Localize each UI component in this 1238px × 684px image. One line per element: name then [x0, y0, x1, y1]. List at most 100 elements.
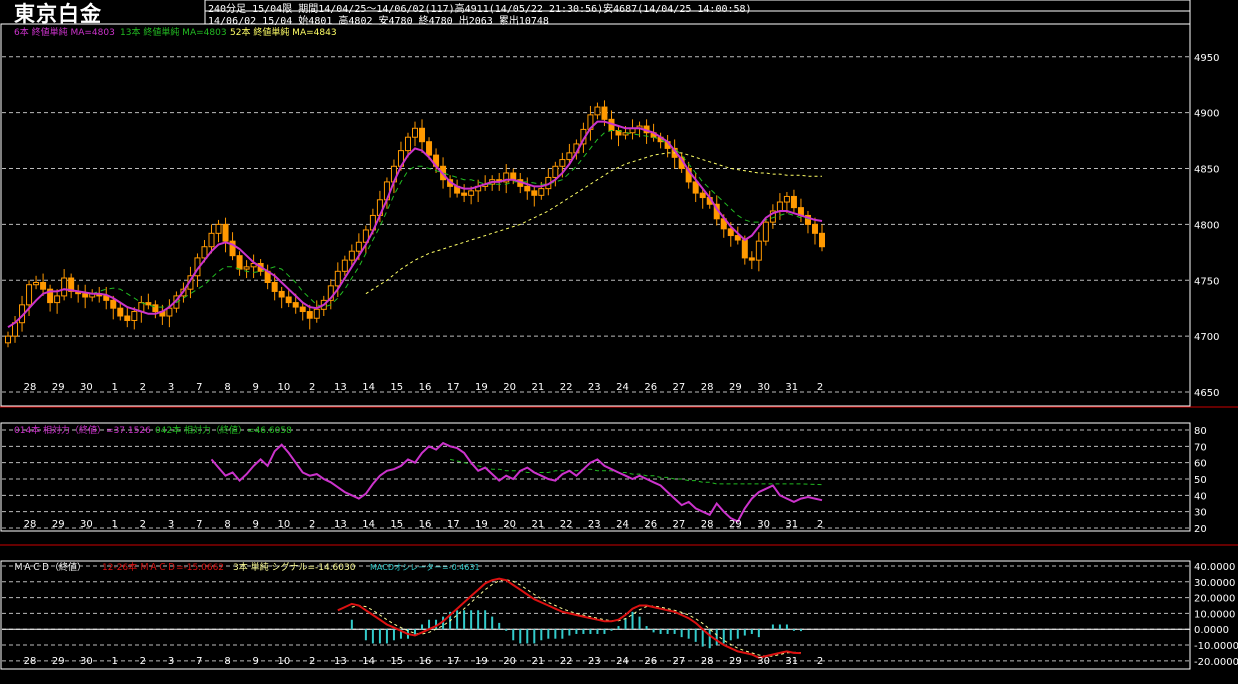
rsi-y-axis: 80 70 60 50 40 30 20 — [1194, 426, 1207, 535]
macd-date-label: 28 — [24, 656, 37, 667]
candle — [601, 106, 608, 120]
candle — [5, 335, 11, 344]
macd-date-label: 24 — [616, 656, 629, 667]
macd-date-label: 27 — [673, 656, 686, 667]
candle — [692, 181, 699, 194]
candle — [285, 296, 292, 304]
macd-date-label: 16 — [419, 656, 432, 667]
price-tick-label: 4950 — [1194, 53, 1219, 64]
price-date-label: 2 — [309, 382, 315, 393]
candle — [47, 288, 54, 304]
rsi-date-label: 15 — [390, 519, 403, 530]
price-date-label: 31 — [785, 382, 798, 393]
price-date-label: 23 — [588, 382, 601, 393]
candle — [819, 232, 825, 248]
candle — [727, 228, 734, 237]
macd-date-label: 9 — [253, 656, 259, 667]
rsi-date-label: 21 — [531, 519, 544, 530]
rsi-tick-label: 80 — [1194, 426, 1207, 437]
price-date-label: 2 — [140, 382, 146, 393]
candle — [734, 235, 741, 241]
rsi-date-label: 9 — [253, 519, 259, 530]
price-date-label: 21 — [531, 382, 544, 393]
price-tick-label: 4850 — [1194, 165, 1219, 176]
candle — [61, 277, 68, 297]
price-date-label: 17 — [447, 382, 460, 393]
candle — [419, 127, 426, 143]
candle — [426, 141, 433, 156]
rsi-date-label: 19 — [475, 519, 488, 530]
candle — [461, 192, 468, 196]
candle — [124, 315, 131, 321]
chart-header: 東京白金 240分足 15/04限 期間14/04/25～14/06/02(11… — [0, 0, 1238, 27]
rsi-tick-label: 20 — [1194, 524, 1207, 535]
candle — [622, 132, 629, 136]
price-date-label: 15 — [390, 382, 403, 393]
candle — [299, 306, 306, 313]
candle — [82, 293, 89, 298]
candle — [26, 284, 33, 306]
macd-date-label: 2 — [309, 656, 315, 667]
price-tick-label: 4900 — [1194, 109, 1219, 120]
rsi-date-label: 17 — [447, 519, 460, 530]
price-date-label: 27 — [673, 382, 686, 393]
candle — [811, 223, 818, 234]
macd-tick-label: -20.0000 — [1194, 657, 1238, 668]
rsi14-line — [210, 441, 823, 523]
macd-line — [337, 577, 801, 659]
rsi-date-label: 13 — [334, 519, 347, 530]
ma-short-line — [7, 120, 823, 329]
rsi-date-label: 30 — [757, 519, 770, 530]
legend-ma-long: 52本 終値単純 MA=4843 — [230, 26, 337, 38]
rsi42-line — [449, 458, 823, 486]
price-date-axis: 28 29 30 1 2 3 7 8 9 10 2 13 14 15 16 17 19 20 21 22 23 24 26 2… — [24, 382, 824, 393]
rsi-date-label: 23 — [588, 519, 601, 530]
rsi-date-label: 2 — [140, 519, 146, 530]
candle — [243, 266, 250, 270]
price-date-label: 7 — [196, 382, 202, 393]
candle — [776, 201, 783, 212]
macd-date-label: 13 — [334, 656, 347, 667]
price-date-label: 19 — [475, 382, 488, 393]
rsi-date-label: 22 — [560, 519, 573, 530]
rsi-date-label: 31 — [785, 519, 798, 530]
candle — [790, 195, 797, 209]
price-candles — [5, 100, 825, 348]
candle — [33, 281, 40, 286]
macd-date-label: 30 — [757, 656, 770, 667]
legend-signal: 3本 単純 シグナル=-14.6030 — [233, 561, 356, 573]
candle — [222, 223, 229, 242]
macd-tick-label: 40.0000 — [1194, 562, 1235, 573]
candle — [131, 311, 138, 321]
rsi-date-label: 20 — [503, 519, 516, 530]
rsi-date-label: 7 — [196, 519, 202, 530]
candle — [503, 172, 510, 183]
candle — [313, 308, 320, 319]
candle — [327, 285, 334, 301]
legend-oscillator: MACDオシレーター=-0.4631 — [370, 563, 480, 572]
rsi-lines — [210, 441, 823, 523]
macd-date-label: 7 — [196, 656, 202, 667]
candle — [215, 223, 222, 234]
candle — [271, 281, 278, 292]
macd-oscillator-bars — [350, 610, 802, 649]
candle — [804, 214, 811, 225]
candle — [208, 232, 215, 248]
macd-date-label: 22 — [560, 656, 573, 667]
macd-date-label: 31 — [785, 656, 798, 667]
macd-date-label: 20 — [503, 656, 516, 667]
price-date-label: 2 — [817, 382, 823, 393]
rsi-tick-label: 60 — [1194, 459, 1207, 470]
candle — [334, 270, 341, 287]
candle — [755, 240, 762, 261]
price-date-label: 16 — [419, 382, 432, 393]
rsi-tick-label: 50 — [1194, 475, 1207, 486]
macd-date-label: 17 — [447, 656, 460, 667]
price-tick-label: 4650 — [1194, 388, 1219, 399]
panel-frames — [0, 0, 1238, 670]
rsi-tick-label: 40 — [1194, 491, 1207, 502]
candle — [229, 240, 236, 257]
rsi-date-label: 2 — [817, 519, 823, 530]
candle — [117, 307, 124, 317]
